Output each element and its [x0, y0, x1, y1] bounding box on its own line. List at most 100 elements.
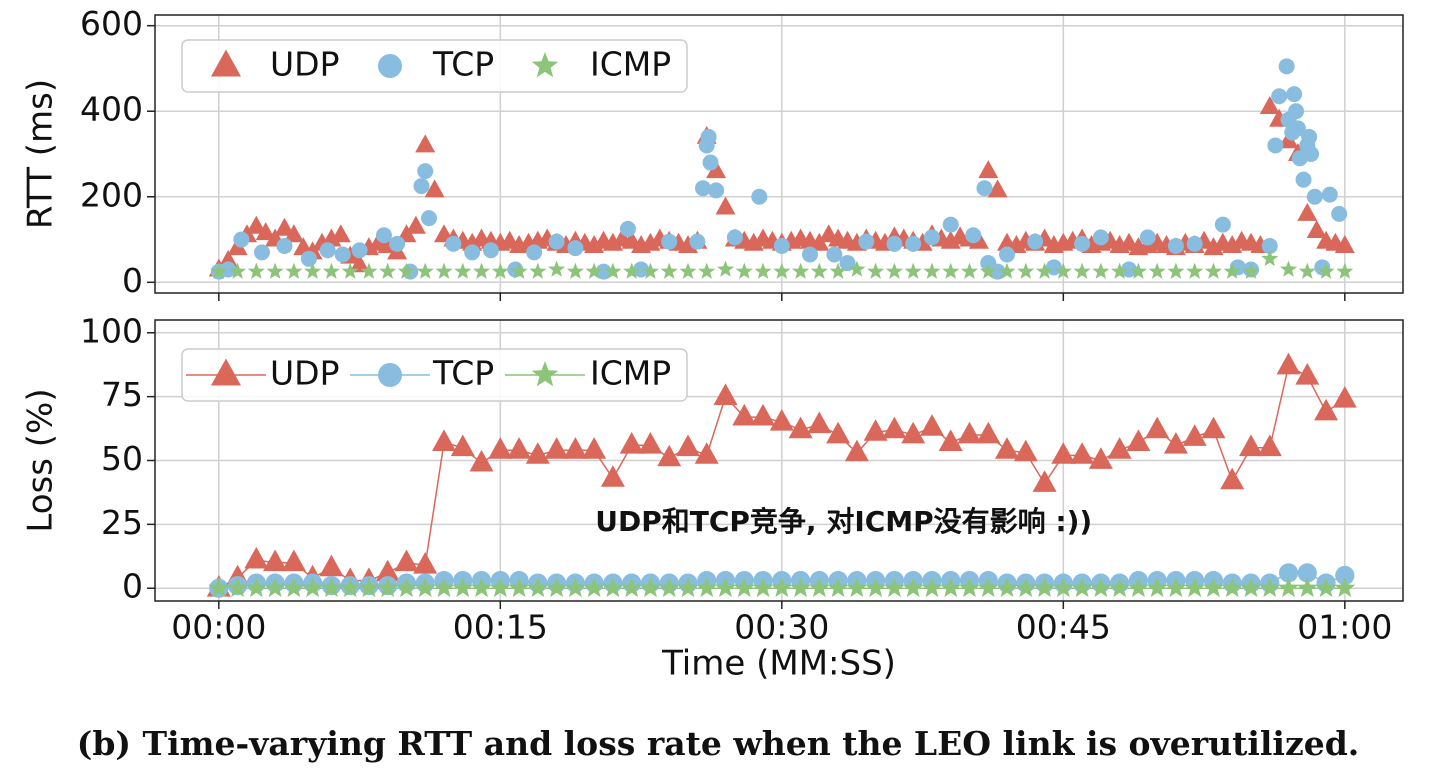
point: [942, 216, 959, 233]
point: [752, 577, 774, 598]
point: [959, 577, 980, 598]
point: [726, 229, 743, 246]
point: [247, 262, 265, 279]
point: [1296, 577, 1318, 598]
point: [1295, 171, 1312, 188]
point: [1289, 120, 1306, 137]
point: [676, 434, 700, 457]
point: [341, 262, 359, 279]
point: [1074, 235, 1091, 252]
point: [733, 577, 755, 598]
legend-box: [181, 39, 688, 93]
point: [619, 220, 636, 237]
point: [807, 411, 832, 434]
point: [1240, 577, 1262, 598]
point: [700, 128, 717, 145]
point: [450, 434, 475, 457]
point: [905, 235, 922, 252]
point: [1257, 434, 1282, 457]
point: [713, 383, 738, 405]
point: [1186, 262, 1204, 279]
point: [689, 233, 706, 250]
point: [1045, 259, 1062, 276]
point: [334, 246, 351, 263]
legend-marker: [211, 49, 241, 77]
point: [285, 262, 303, 279]
point: [751, 188, 768, 205]
point: [526, 244, 543, 261]
point: [885, 262, 903, 279]
point: [604, 262, 622, 279]
point: [469, 449, 494, 472]
point: [886, 235, 903, 252]
point: [1146, 577, 1168, 598]
point: [253, 244, 270, 261]
point: [1259, 577, 1281, 598]
point: [1032, 470, 1057, 492]
legend-label: ICMP: [590, 354, 671, 393]
y-tick-label: 50: [101, 439, 143, 478]
point: [867, 262, 885, 279]
legend-label: ICMP: [590, 45, 671, 84]
legend-marker: [531, 361, 559, 387]
point: [435, 262, 453, 279]
point: [1315, 577, 1337, 598]
point: [978, 160, 999, 179]
point: [792, 262, 810, 279]
plot-frame: [154, 319, 1404, 602]
point: [829, 262, 847, 279]
point: [827, 577, 849, 598]
point: [377, 577, 399, 598]
y-tick-label: 25: [101, 503, 143, 542]
point: [1239, 434, 1263, 457]
point: [417, 163, 434, 180]
point: [1242, 262, 1260, 279]
point: [940, 577, 962, 598]
point: [706, 160, 727, 179]
point: [1092, 262, 1110, 279]
point: [208, 577, 230, 598]
point: [424, 179, 445, 198]
point: [754, 262, 772, 279]
point: [319, 554, 344, 577]
point: [229, 262, 247, 279]
point: [769, 409, 794, 431]
point: [715, 196, 736, 215]
point: [976, 421, 1001, 444]
x-tick-label: 00:15: [453, 608, 548, 647]
x-tick-label: 00:30: [734, 608, 829, 647]
point: [358, 577, 380, 598]
point: [623, 262, 641, 279]
point: [708, 182, 725, 199]
point: [658, 577, 680, 598]
point: [826, 421, 851, 444]
point: [1334, 577, 1356, 598]
y-tick-label: 0: [122, 567, 143, 606]
point: [901, 421, 926, 444]
point: [1017, 262, 1035, 279]
x-tick-label: 01:00: [1297, 608, 1392, 647]
point: [751, 403, 775, 426]
point: [1286, 86, 1303, 103]
point: [1295, 363, 1320, 385]
point: [1288, 103, 1305, 120]
point: [1297, 202, 1318, 221]
point: [1306, 220, 1327, 238]
point: [638, 432, 663, 454]
point: [283, 224, 304, 243]
point: [902, 577, 924, 598]
point: [319, 242, 336, 259]
point: [1186, 235, 1203, 252]
point: [999, 246, 1016, 263]
point: [482, 242, 499, 259]
legend-label: TCP: [432, 354, 494, 393]
point: [1306, 188, 1323, 205]
point: [865, 577, 887, 598]
point: [732, 403, 757, 426]
point: [677, 577, 699, 598]
point: [790, 577, 811, 598]
point: [1090, 577, 1112, 598]
point: [397, 262, 415, 279]
legend-label: UDP: [270, 354, 339, 393]
point: [977, 577, 999, 598]
